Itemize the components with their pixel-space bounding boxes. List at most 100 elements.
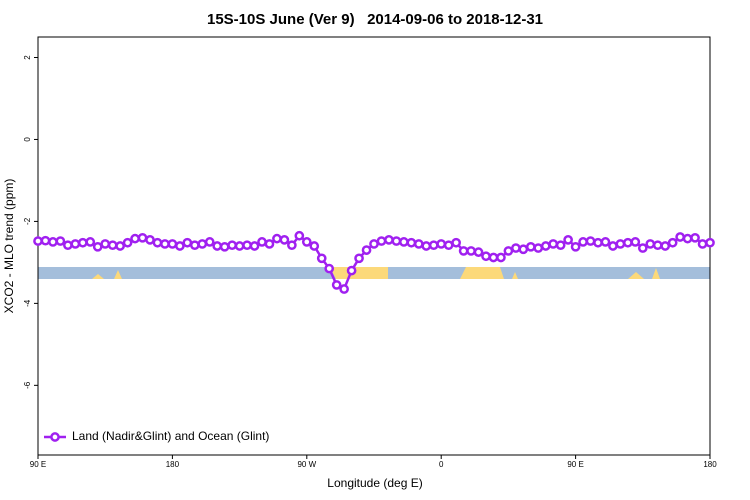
data-point	[496, 252, 506, 263]
data-point	[652, 240, 663, 251]
data-point	[167, 239, 178, 249]
data-point	[481, 251, 491, 262]
data-point	[279, 235, 290, 245]
data-point	[85, 237, 96, 247]
data-point	[130, 233, 140, 244]
data-point	[376, 236, 387, 246]
y-tick-label: 0	[23, 137, 32, 142]
data-point	[92, 241, 103, 252]
data-point	[63, 240, 73, 251]
legend-label: Land (Nadir&Glint) and Ocean (Glint)	[72, 429, 269, 443]
land-band	[336, 267, 388, 279]
data-point	[287, 240, 297, 251]
data-point	[518, 244, 529, 255]
data-point	[540, 241, 551, 251]
data-point	[369, 239, 379, 249]
y-tick-label: -4	[23, 299, 32, 307]
data-point	[197, 239, 208, 249]
x-tick-label: 90 E	[567, 460, 583, 469]
data-point	[331, 280, 342, 290]
data-point	[152, 237, 163, 248]
surface-mask	[38, 267, 710, 279]
legend-marker	[50, 432, 60, 442]
data-point	[473, 247, 484, 257]
x-tick-label: 90 E	[30, 460, 46, 469]
chart-title: 15S-10S June (Ver 9) 2014-09-06 to 2018-…	[207, 11, 543, 28]
data-point	[563, 235, 573, 245]
data-point	[615, 239, 626, 249]
y-tick-label: -2	[23, 217, 32, 225]
data-point	[137, 232, 148, 243]
data-point	[428, 240, 439, 251]
data-point	[705, 237, 715, 248]
x-tick-label: 180	[703, 460, 717, 469]
data-point	[413, 239, 424, 249]
y-axis-label: XCO2 - MLO trend (ppm)	[2, 179, 16, 314]
data-point	[645, 239, 656, 249]
data-point	[451, 237, 461, 248]
data-point	[107, 240, 118, 251]
data-point	[600, 237, 611, 247]
data-point	[354, 253, 364, 264]
data-point	[667, 237, 678, 248]
data-point	[324, 263, 335, 274]
data-point	[264, 239, 275, 249]
data-point	[488, 252, 499, 263]
data-point	[48, 237, 58, 247]
y-tick-label: 2	[23, 55, 32, 60]
data-point	[294, 230, 305, 241]
data-point	[525, 241, 536, 252]
data-point	[234, 241, 245, 251]
data-point	[257, 237, 267, 247]
data-point	[466, 246, 476, 256]
data-point	[570, 241, 581, 252]
data-point	[399, 237, 409, 247]
data-point	[436, 239, 447, 249]
data-point	[272, 233, 282, 244]
data-point	[623, 237, 633, 248]
data-point	[145, 235, 155, 245]
x-tick-label: 180	[166, 460, 180, 469]
data-point	[339, 284, 349, 294]
data-point	[242, 240, 252, 251]
data-point	[458, 246, 469, 256]
data-point	[122, 237, 133, 248]
data-point	[555, 240, 566, 251]
data-point	[346, 265, 357, 276]
data-point	[443, 240, 454, 251]
data-point	[301, 237, 312, 247]
data-point	[77, 237, 88, 248]
land-band	[92, 270, 122, 279]
data-point	[578, 237, 588, 247]
data-point	[675, 232, 685, 242]
data-point	[682, 233, 693, 244]
data-point	[33, 236, 43, 246]
data-point	[182, 237, 193, 248]
data-point	[511, 243, 521, 253]
data-point	[533, 243, 544, 253]
data-point	[384, 235, 394, 245]
data-point	[309, 241, 320, 251]
data-point	[548, 239, 559, 249]
data-point	[608, 241, 618, 251]
data-point	[40, 235, 51, 246]
data-point	[219, 241, 230, 252]
data-point	[697, 239, 708, 249]
data-point	[212, 241, 223, 251]
data-point	[100, 239, 111, 249]
data-point	[55, 236, 66, 246]
data-point	[406, 237, 417, 248]
data-point	[361, 245, 372, 255]
data-point	[637, 243, 648, 253]
data-point	[593, 237, 603, 248]
data-point	[316, 253, 327, 264]
land-band	[460, 267, 504, 279]
data-point	[175, 241, 185, 251]
data-point	[391, 236, 402, 246]
data-point	[160, 239, 170, 249]
data-point	[115, 241, 125, 251]
data-point	[189, 240, 200, 251]
data-point	[227, 240, 237, 251]
data-point	[585, 236, 596, 246]
